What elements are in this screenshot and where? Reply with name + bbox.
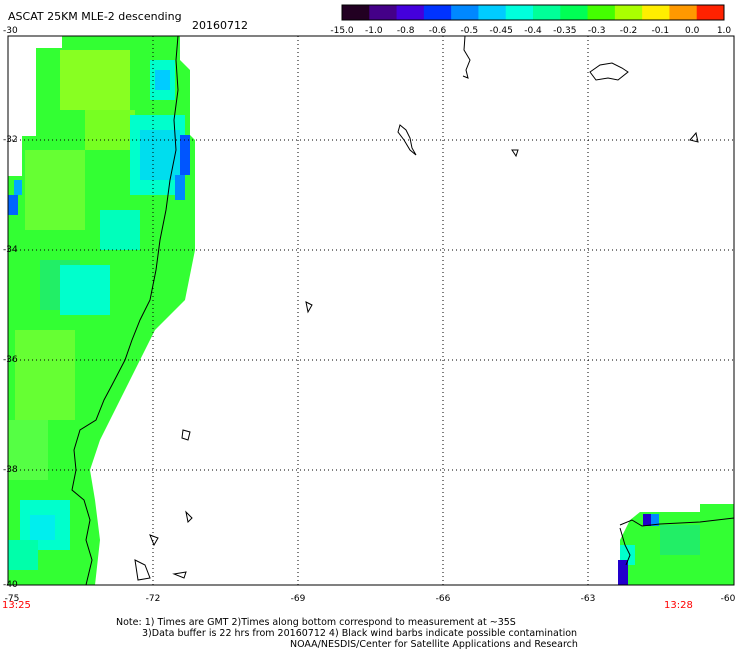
colorbar-segment <box>587 5 616 20</box>
left-swath <box>8 36 195 585</box>
colorbar-label: -0.8 <box>396 26 415 36</box>
lat-label: -32 <box>3 135 18 145</box>
colorbar-label: -0.1 <box>651 26 670 36</box>
colorbar-segment <box>451 5 479 20</box>
coastlines <box>71 35 735 586</box>
colorbar-border <box>341 4 725 21</box>
colorbar-label: 0.0 <box>684 26 700 36</box>
colorbar-segment <box>533 5 561 20</box>
lat-label: -34 <box>3 245 18 255</box>
colorbar-label: -0.6 <box>428 26 447 36</box>
graticule <box>8 36 734 585</box>
start-time: 13:25 <box>2 600 31 611</box>
map-title: ASCAT 25KM MLE-2 descending <box>8 10 182 23</box>
note-line-2: 3)Data buffer is 22 hrs from 20160712 4)… <box>142 628 578 639</box>
colorbar-segment <box>478 5 507 20</box>
colorbar-label: -15.0 <box>330 26 354 36</box>
colorbar-segment <box>614 5 643 20</box>
colorbar-strip <box>341 4 725 21</box>
right-swath <box>618 504 734 585</box>
lon-label: -66 <box>435 594 451 604</box>
map-frame <box>7 35 735 586</box>
lat-label: -30 <box>3 26 18 36</box>
colorbar-segment <box>560 5 589 20</box>
lon-label: -72 <box>145 594 161 604</box>
lon-label: -60 <box>720 594 736 604</box>
colorbar-segment <box>369 5 398 20</box>
colorbar-segment <box>423 5 452 20</box>
colorbar-segment <box>342 5 370 20</box>
lon-label: -75 <box>4 594 20 604</box>
colorbar-label: -0.4 <box>524 26 542 36</box>
colorbar-label: 1.0 <box>716 26 732 36</box>
colorbar-segment <box>505 5 534 20</box>
note-line-1: Note: 1) Times are GMT 2)Times along bot… <box>116 617 516 628</box>
end-time: 13:28 <box>664 600 693 611</box>
colorbar-label: -0.3 <box>587 26 606 36</box>
note-line-3: NOAA/NESDIS/Center for Satellite Applica… <box>290 639 578 650</box>
colorbar-label: -0.35 <box>553 26 577 36</box>
colorbar-label: -1.0 <box>365 26 383 36</box>
colorbar-segment <box>669 5 698 20</box>
map-date: 20160712 <box>192 19 248 32</box>
colorbar-segment <box>642 5 670 20</box>
colorbar-label: -0.5 <box>460 26 479 36</box>
lat-label: -38 <box>3 465 18 475</box>
colorbar-label: -0.45 <box>489 26 513 36</box>
colorbar: -15.0 -1.0 -0.8 -0.6 -0.5 -0.45 -0.4 -0.35 -0.3 -… <box>0 0 740 40</box>
lon-label: -69 <box>290 594 306 604</box>
colorbar-segment <box>396 5 425 20</box>
lat-label: -36 <box>3 355 18 365</box>
colorbar-label: -0.2 <box>619 26 638 36</box>
colorbar-segment <box>696 5 725 20</box>
lat-label: -40 <box>3 580 18 590</box>
lon-label: -63 <box>580 594 596 604</box>
